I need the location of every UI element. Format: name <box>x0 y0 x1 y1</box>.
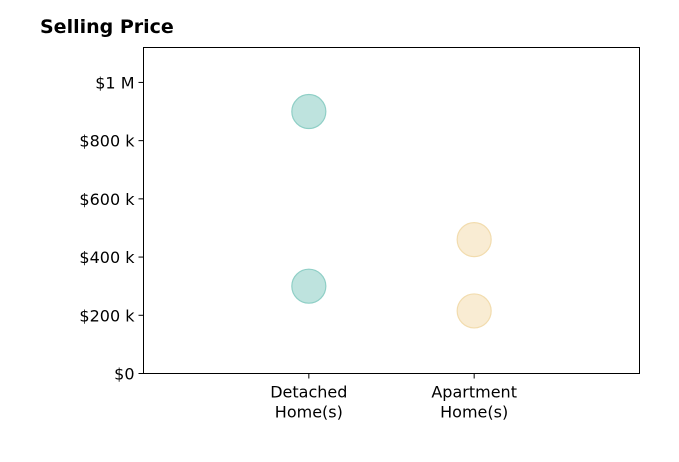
y-tick-label: $0 <box>114 365 134 384</box>
chart-title: Selling Price <box>40 16 174 38</box>
y-axis: $0 $200 k $400 k $600 k $800 k $1 M <box>79 73 144 384</box>
y-tick-label: $600 k <box>79 190 135 209</box>
data-point <box>291 268 327 304</box>
data-point <box>291 93 327 130</box>
x-tick-label: Detached <box>270 383 347 402</box>
data-point <box>456 222 492 258</box>
data-points <box>291 93 492 329</box>
y-tick-label: $400 k <box>79 248 135 267</box>
y-tick-label: $200 k <box>79 306 135 325</box>
plot-frame <box>143 47 640 374</box>
x-tick-label: Apartment <box>431 383 517 402</box>
y-tick-label: $800 k <box>79 132 135 151</box>
data-point <box>456 293 492 329</box>
x-tick-label: Home(s) <box>440 403 508 422</box>
y-tick-label: $1 M <box>95 73 134 92</box>
x-tick-label: Home(s) <box>275 403 343 422</box>
